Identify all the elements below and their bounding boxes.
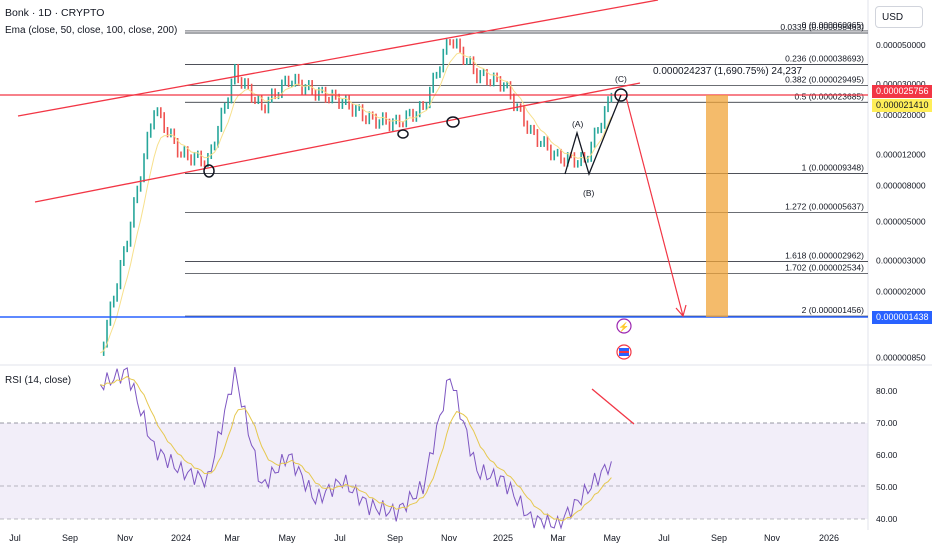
time-tick-label: Sep [711,533,727,543]
touch-marker-1 [203,164,215,178]
fib-label: 0.0339 (0.000058463) [780,22,864,32]
fib-label: 0.382 (0.000029495) [785,74,864,84]
price-tick-label: 0.000012000 [876,149,926,159]
rsi-line [99,366,612,530]
fib-label: 1.272 (0.000005637) [785,201,864,211]
fib-label: 0.5 (0.000023685) [795,91,865,101]
time-tick-label: Nov [441,533,458,543]
currency-selector[interactable]: USD [875,6,923,28]
target-price-tag: 0.000001438 [872,311,932,324]
touch-marker-2 [397,129,409,139]
target-zone[interactable] [706,95,728,317]
fib-label: 0 (0.000060065) [802,20,865,30]
projection-arrowhead [675,304,687,318]
symbol-title[interactable]: Bonk · 1D · CRYPTO [5,7,105,19]
fib-label: 1.618 (0.000002962) [785,251,864,261]
ema-legend[interactable]: Ema (close, 50, close, 100, close, 200) [5,25,178,36]
lightning-icon[interactable] [616,318,632,334]
ema-price-tag: 0.000021410 [872,99,932,112]
price-tick-label: 0.000050000 [876,40,926,50]
price-tick-label: 0.000020000 [876,110,926,120]
time-tick-label: May [603,533,621,543]
wave-b-label: (B) [583,188,595,198]
fib-label: 1 (0.000009348) [802,163,865,173]
time-tick-label: Mar [224,533,240,543]
touch-marker-4 [614,88,628,102]
time-tick-label: Nov [117,533,134,543]
time-tick-label: Jul [658,533,670,543]
rsi-tick-label: 40.00 [876,514,898,524]
wave-abc[interactable] [564,94,622,176]
wave-c-label: (C) [615,74,627,84]
projection-arrow[interactable] [625,96,684,317]
ema-line [100,52,612,354]
rsi-legend[interactable]: RSI (14, close) [5,375,72,386]
channel-lower-line[interactable] [34,82,641,203]
rsi-band [0,423,868,519]
current-price-tag: 0.000025756 [872,85,932,98]
rsi-divergence-line[interactable] [591,388,635,425]
price-series [100,38,613,356]
wave-a-label: (A) [572,119,584,129]
time-tick-label: Jul [334,533,346,543]
touch-marker-3 [446,116,460,128]
time-tick-label: 2024 [171,533,191,543]
rsi-ma-line [100,375,612,522]
channel-upper-line[interactable] [17,0,659,117]
fib-label: 0.236 (0.000038693) [785,54,864,64]
fib-label: 2 (0.000001456) [802,305,865,315]
time-tick-label: Jul [9,533,21,543]
time-tick-label: May [278,533,296,543]
time-tick-label: Sep [62,533,78,543]
lightning-glyph: ⚡ [618,321,629,333]
price-tick-label: 0.000003000 [876,256,926,266]
rsi-tick-label: 70.00 [876,418,898,428]
fib-label: 1.702 (0.000002534) [785,263,864,273]
rsi-series [99,366,612,530]
time-tick-label: Nov [764,533,781,543]
price-tick-label: 0.000000850 [876,352,926,362]
time-tick-label: Sep [387,533,403,543]
price-tick-label: 0.000002000 [876,287,926,297]
time-tick-label: 2026 [819,533,839,543]
measure-label: 0.000024237 (1,690.75%) 24,237 [653,66,802,77]
rsi-tick-label: 50.00 [876,482,898,492]
price-tick-label: 0.000008000 [876,180,926,190]
rsi-tick-label: 80.00 [876,386,898,396]
time-tick-label: 2025 [493,533,513,543]
time-tick-label: Mar [550,533,566,543]
price-tick-label: 0.000005000 [876,216,926,226]
fibonacci-levels: 0 (0.000060065)0.0339 (0.000058463) 0.236… [185,20,868,317]
rsi-tick-label: 60.00 [876,450,898,460]
